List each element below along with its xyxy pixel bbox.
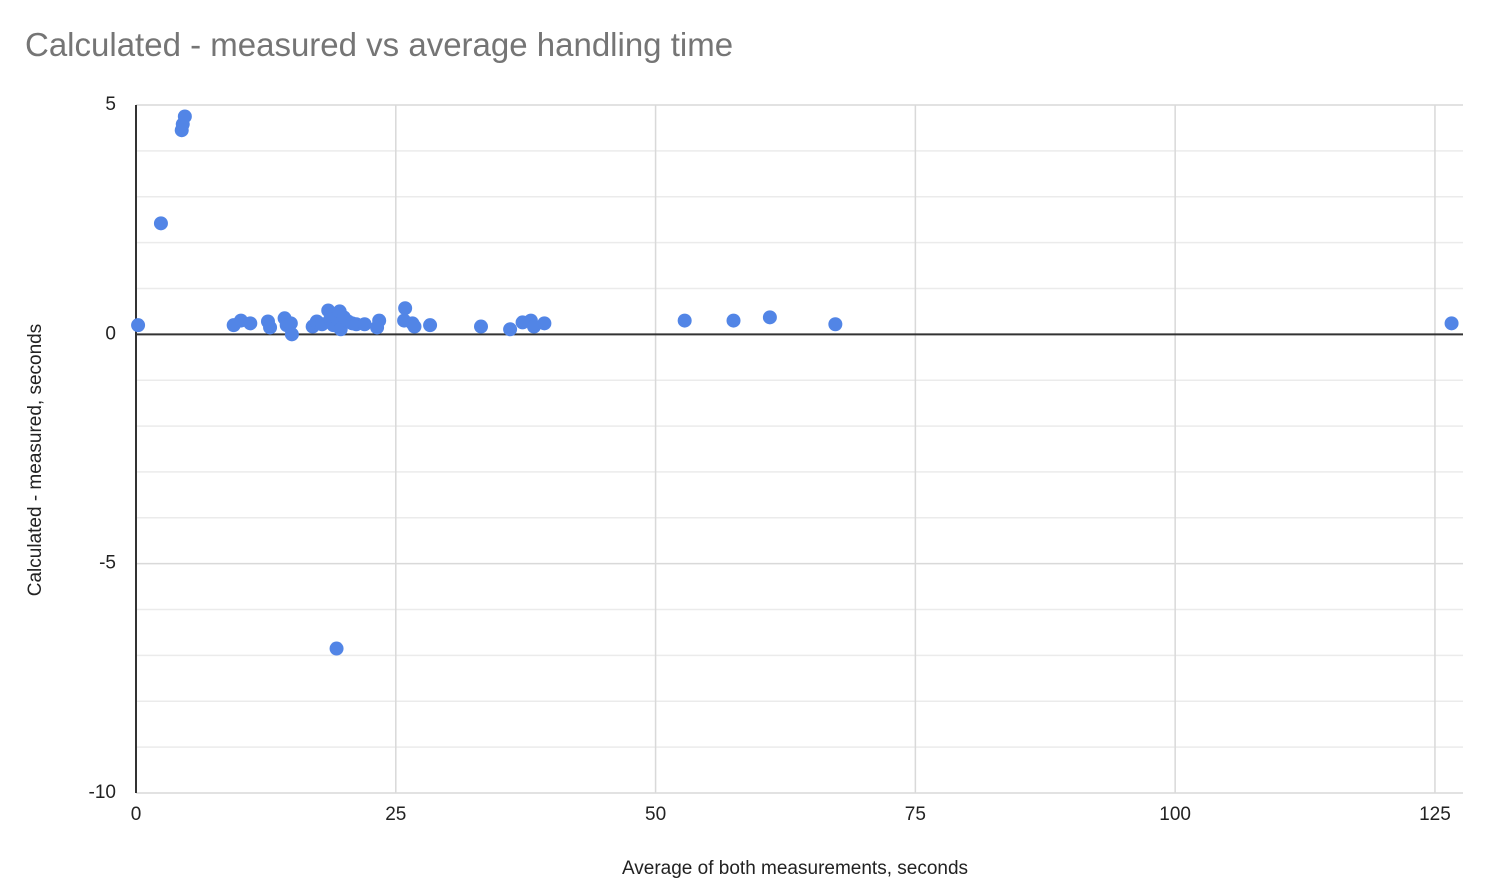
y-axis-label: Calculated - measured, seconds [25, 324, 46, 596]
data-point [329, 641, 344, 656]
data-point [828, 317, 843, 332]
x-tick-label: 125 [1419, 804, 1451, 825]
x-tick-label: 50 [645, 804, 666, 825]
y-tick-label: 5 [105, 94, 116, 115]
data-point [762, 310, 777, 325]
data-point [423, 318, 438, 333]
data-point [131, 318, 146, 333]
data-point [473, 319, 488, 334]
x-tick-label: 100 [1159, 804, 1191, 825]
x-axis-label: Average of both measurements, seconds [622, 858, 968, 879]
y-tick-label: -10 [89, 782, 116, 803]
data-point [357, 317, 372, 332]
data-point [537, 316, 552, 331]
data-point [398, 301, 413, 316]
data-point [243, 316, 258, 331]
data-point [283, 316, 298, 331]
x-tick-label: 0 [131, 804, 142, 825]
y-tick-label: -5 [99, 553, 116, 574]
chart-title: Calculated - measured vs average handlin… [25, 26, 733, 63]
data-point [407, 319, 422, 334]
data-point [263, 320, 278, 335]
data-point [372, 313, 387, 328]
data-point [1444, 316, 1459, 331]
x-tick-label: 75 [905, 804, 926, 825]
data-point [503, 322, 518, 337]
y-tick-label: 0 [105, 323, 116, 344]
data-point [153, 216, 168, 231]
data-point [726, 313, 741, 328]
x-tick-label: 25 [385, 804, 406, 825]
data-point [677, 313, 692, 328]
data-point [284, 327, 299, 342]
data-point [177, 109, 192, 124]
